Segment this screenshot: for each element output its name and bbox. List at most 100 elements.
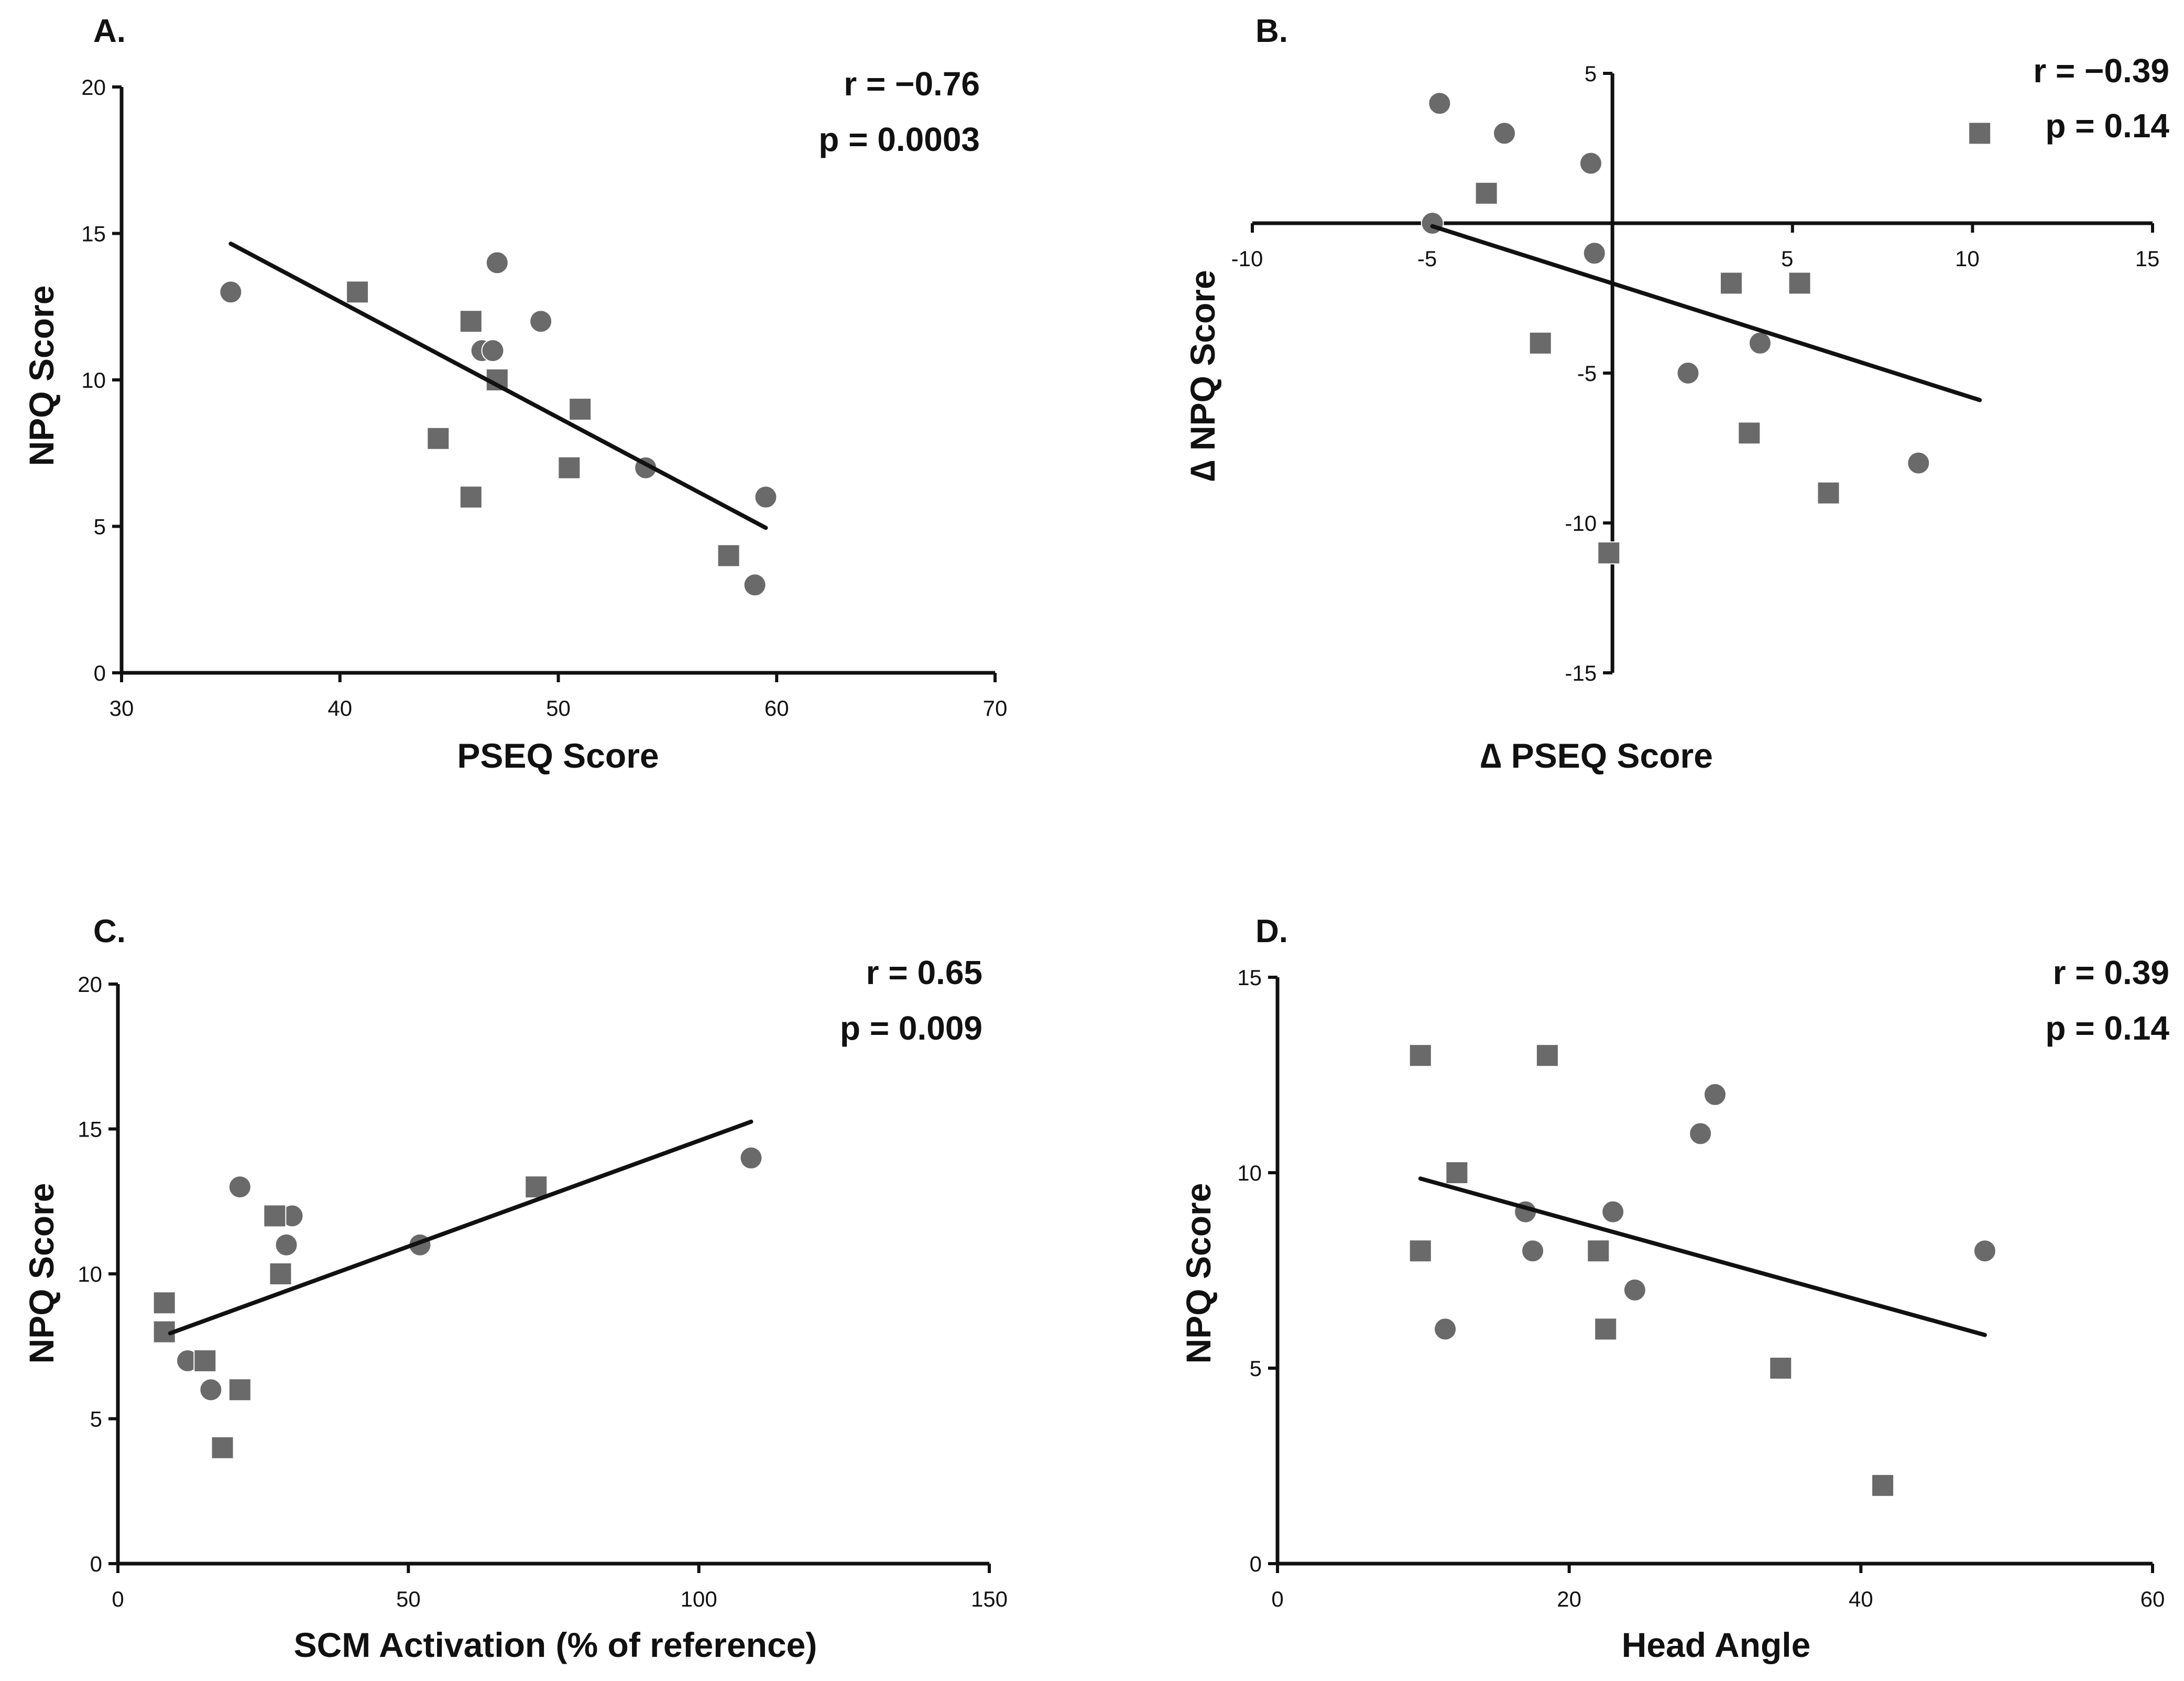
panel-label: B. [1255, 13, 1288, 49]
data-point-square [1871, 1473, 1895, 1497]
x-tick-label: 20 [1557, 1587, 1581, 1611]
plot-area: 0 20 40 60 0 5 10 15 [1237, 965, 2165, 1611]
y-tick-label: 10 [78, 1262, 102, 1286]
data-point-square [269, 1262, 292, 1285]
data-point-circle [219, 280, 243, 304]
y-axis-title: NPQ Score [22, 1183, 61, 1364]
y-tick-label: 15 [1237, 965, 1262, 990]
y-tick-label: 5 [1250, 1356, 1262, 1381]
x-tick-label: 60 [765, 696, 789, 721]
data-point-square [1788, 271, 1811, 295]
data-point-circle [1521, 1239, 1545, 1263]
data-point-square [1597, 541, 1621, 565]
x-tick-label: -10 [1231, 246, 1263, 271]
data-point-circle [199, 1378, 223, 1402]
x-axis-title: SCM Activation (% of reference) [294, 1625, 817, 1664]
y-tick-label: 0 [90, 1552, 102, 1576]
x-tick-label: 150 [971, 1587, 1008, 1611]
data-point-circle [1689, 1122, 1712, 1145]
y-tick-label: 5 [94, 515, 106, 539]
correlation-r-label: r = −0.76 [844, 65, 980, 103]
y-tick-label: -15 [1565, 661, 1597, 685]
x-axis-title: PSEQ Score [457, 736, 659, 775]
panel-label: D. [1255, 913, 1288, 949]
data-point-square [1587, 1239, 1610, 1263]
data-point-square [228, 1378, 252, 1402]
panel-d: D. r = 0.39 p = 0.14 Head Angle NPQ Scor… [1179, 913, 2169, 1664]
data-point-square [1738, 421, 1761, 445]
regression-line [168, 1119, 754, 1336]
x-tick-label: 50 [546, 696, 571, 721]
x-tick-label: 100 [681, 1587, 717, 1611]
data-point-square [1719, 271, 1743, 295]
x-tick-label: 15 [2135, 246, 2160, 271]
x-tick-label: 40 [327, 696, 352, 721]
data-point-circle [1973, 1239, 1996, 1263]
x-tick-label: 30 [110, 696, 134, 721]
data-point-square [1445, 1161, 1469, 1184]
plot-area: 0 50 100 150 0 5 10 15 20 [78, 972, 1008, 1611]
data-point-square [211, 1436, 234, 1459]
plot-area: 30 40 50 60 70 0 5 10 15 20 [81, 75, 1007, 721]
y-tick-label: 10 [81, 368, 106, 392]
data-point-square [1408, 1239, 1432, 1263]
x-axis-title: Head Angle [1622, 1625, 1811, 1664]
data-point-circle [1493, 122, 1516, 145]
data-point-circle [1428, 92, 1451, 115]
data-point-square [717, 544, 740, 567]
correlation-p-label: p = 0.14 [2045, 107, 2169, 145]
y-axis-title: NPQ Score [22, 286, 61, 466]
data-point-circle [275, 1233, 298, 1257]
data-point-square [346, 280, 369, 304]
x-tick-label: 60 [2141, 1587, 2165, 1611]
x-tick-label: 5 [1781, 246, 1793, 271]
panel-label: C. [93, 913, 126, 949]
y-tick-label: 20 [81, 75, 106, 100]
x-tick-label: 0 [112, 1587, 124, 1611]
y-tick-label: -10 [1565, 511, 1597, 536]
correlation-p-label: p = 0.0003 [818, 121, 980, 158]
data-point-square [152, 1291, 176, 1315]
data-point-square [1475, 181, 1498, 205]
data-point-square [569, 397, 592, 421]
data-point-circle [1748, 331, 1772, 355]
plot-area: -10 -5 5 10 15 -15 -10 -5 5 [1231, 61, 2160, 685]
data-point-circle [485, 251, 509, 275]
data-point-square [1408, 1044, 1432, 1067]
data-point-square [459, 485, 483, 509]
data-point-circle [1434, 1317, 1457, 1341]
y-axis-title: NPQ Score [1179, 1183, 1218, 1364]
data-point-circle [1703, 1083, 1727, 1106]
regression-line [1430, 224, 1982, 402]
y-tick-label: 15 [78, 1117, 102, 1142]
data-point-square [1817, 481, 1840, 505]
y-axis-title: ∆ NPQ Score [1183, 270, 1222, 482]
panel-a: A. r = −0.76 p = 0.0003 PSEQ Score NPQ S… [22, 13, 1007, 775]
data-point-square [152, 1320, 176, 1344]
y-tick-label: 5 [90, 1407, 102, 1432]
data-point-square [1968, 122, 1992, 145]
y-tick-label: 10 [1237, 1161, 1262, 1185]
panel-label: A. [93, 13, 126, 49]
correlation-p-label: p = 0.009 [840, 1009, 982, 1047]
data-point-circle [754, 485, 778, 509]
data-point-square [558, 456, 581, 479]
y-tick-label: 0 [1250, 1552, 1262, 1576]
data-point-circle [1421, 212, 1444, 235]
y-tick-label: 20 [78, 972, 102, 997]
data-point-square [525, 1175, 548, 1199]
data-point-circle [1676, 362, 1700, 385]
data-point-circle [481, 339, 505, 363]
data-point-circle [1601, 1200, 1625, 1224]
data-point-circle [1623, 1278, 1646, 1302]
correlation-r-label: r = −0.39 [2033, 52, 2169, 90]
correlation-r-label: r = 0.39 [2053, 954, 2169, 991]
x-axis-title: ∆ PSEQ Score [1480, 736, 1713, 775]
data-point-circle [228, 1175, 252, 1199]
data-point-circle [1907, 451, 1930, 475]
data-point-square [193, 1349, 217, 1372]
regression-line [1418, 1176, 1987, 1337]
data-point-square [1769, 1357, 1793, 1380]
y-tick-label: -5 [1577, 361, 1597, 386]
